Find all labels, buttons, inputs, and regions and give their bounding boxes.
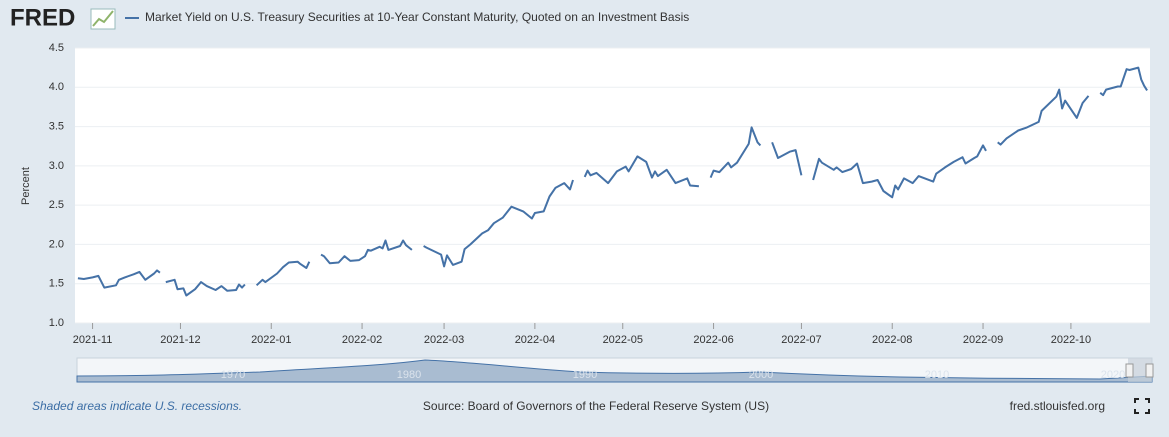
y-tick-label: 2.5: [49, 199, 64, 211]
x-tick-label: 2022-01: [251, 334, 291, 346]
legend-label: Market Yield on U.S. Treasury Securities…: [145, 10, 689, 24]
plot-area: [75, 48, 1150, 323]
y-tick-label: 1.5: [49, 278, 64, 290]
x-tick-label: 2021-12: [160, 334, 200, 346]
navigator-area: [76, 359, 1153, 383]
navigator-label: 2000: [749, 369, 773, 381]
x-tick-label: 2022-09: [963, 334, 1003, 346]
x-tick-label: 2022-07: [781, 334, 821, 346]
y-tick-label: 2.0: [49, 238, 64, 250]
navigator-handle[interactable]: [1145, 363, 1154, 378]
x-tick-label: 2022-08: [872, 334, 912, 346]
y-tick-label: 1.0: [49, 317, 64, 329]
y-tick-label: 4.0: [49, 81, 64, 93]
navigator: 2020 2010 2000 1990 1980 1970: [76, 357, 1154, 383]
source: Source: Board of Governors of the Federa…: [423, 399, 769, 413]
navigator-label: 2010: [925, 369, 949, 381]
x-tick-label: 2022-05: [603, 334, 643, 346]
x-tick-label: 2022-06: [693, 334, 733, 346]
x-tick-label: 2022-04: [515, 334, 555, 346]
y-tick-label: 4.5: [49, 42, 64, 54]
recession-note: Shaded areas indicate U.S. recessions.: [32, 399, 242, 413]
logo: FRED: [10, 4, 75, 31]
x-tick-label: 2022-02: [342, 334, 382, 346]
navigator-label: 1990: [573, 369, 597, 381]
fullscreen-button[interactable]: [1134, 398, 1150, 414]
y-tick-label: 3.0: [49, 160, 64, 172]
series-line: [77, 66, 1148, 297]
site: fred.stlouisfed.org: [1010, 399, 1105, 413]
navigator-label: 1970: [221, 369, 245, 381]
navigator-handle[interactable]: [1125, 363, 1134, 378]
navigator-label: 1980: [397, 369, 421, 381]
navigator-label: 2020: [1101, 369, 1125, 381]
y-axis-label: Percent: [20, 167, 32, 205]
y-tick-label: 3.5: [49, 120, 64, 132]
logo-icon-line: [92, 10, 114, 27]
x-tick-label: 2022-10: [1051, 334, 1091, 346]
logo-icon: [90, 8, 116, 30]
x-tick-label: 2021-11: [73, 334, 113, 346]
x-tick-label: 2022-03: [424, 334, 464, 346]
